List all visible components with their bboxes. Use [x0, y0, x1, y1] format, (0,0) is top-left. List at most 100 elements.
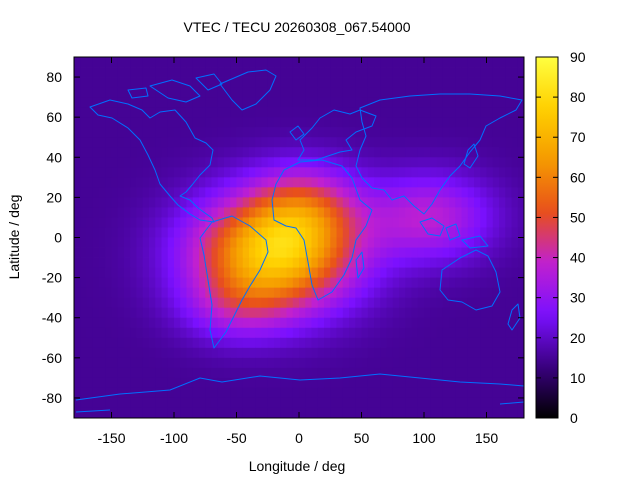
- heatmap-cell: [449, 337, 456, 349]
- heatmap-cell: [342, 57, 350, 68]
- heatmap-cell: [492, 237, 500, 248]
- heatmap-cell: [374, 407, 381, 419]
- heatmap-cell: [455, 297, 462, 309]
- heatmap-cell: [161, 287, 169, 299]
- heatmap-cell: [192, 407, 200, 419]
- heatmap-cell: [136, 217, 144, 228]
- heatmap-cell: [274, 127, 281, 138]
- heatmap-cell: [86, 377, 94, 389]
- heatmap-cell: [367, 107, 375, 118]
- heatmap-cell: [317, 87, 325, 98]
- heatmap-cell: [155, 387, 162, 399]
- heatmap-cell: [86, 217, 94, 228]
- heatmap-cell: [311, 367, 319, 379]
- heatmap-cell: [467, 237, 475, 248]
- heatmap-cell: [205, 387, 212, 399]
- heatmap-cell: [492, 337, 500, 349]
- heatmap-cell: [449, 67, 456, 78]
- heatmap-cell: [105, 327, 112, 339]
- heatmap-cell: [92, 77, 100, 88]
- heatmap-cell: [117, 377, 125, 389]
- heatmap-cell: [174, 227, 181, 238]
- heatmap-cell: [417, 77, 425, 88]
- heatmap-cell: [286, 367, 294, 379]
- heatmap-cell: [342, 87, 350, 98]
- heatmap-cell: [180, 127, 187, 138]
- heatmap-cell: [136, 357, 144, 369]
- heatmap-cell: [192, 287, 200, 299]
- heatmap-cell: [486, 187, 494, 198]
- heatmap-cell: [280, 247, 287, 258]
- heatmap-cell: [211, 207, 219, 218]
- heatmap-cell: [111, 227, 119, 238]
- heatmap-cell: [417, 337, 425, 349]
- heatmap-cell: [374, 297, 381, 309]
- heatmap-cell: [111, 147, 119, 158]
- heatmap-cell: [324, 97, 331, 108]
- heatmap-cell: [117, 87, 125, 98]
- heatmap-cell: [205, 187, 212, 198]
- heatmap-cell: [180, 137, 187, 148]
- heatmap-cell: [217, 397, 225, 409]
- heatmap-cell: [430, 57, 437, 68]
- heatmap-cell: [199, 147, 206, 158]
- heatmap-cell: [467, 147, 475, 158]
- heatmap-cell: [311, 327, 319, 339]
- heatmap-cell: [480, 247, 487, 258]
- heatmap-cell: [261, 217, 269, 228]
- heatmap-cell: [280, 107, 287, 118]
- heatmap-cell: [130, 217, 137, 228]
- heatmap-cell: [74, 247, 81, 258]
- heatmap-cell: [86, 387, 94, 399]
- heatmap-cell: [517, 327, 525, 339]
- heatmap-cell: [136, 67, 144, 78]
- heatmap-cell: [474, 257, 481, 268]
- heatmap-cell: [136, 327, 144, 339]
- heatmap-cell: [461, 147, 469, 158]
- heatmap-cell: [230, 107, 237, 118]
- heatmap-cell: [180, 367, 187, 379]
- heatmap-cell: [205, 247, 212, 258]
- heatmap-cell: [180, 197, 187, 208]
- heatmap-cell: [111, 167, 119, 178]
- heatmap-cell: [180, 257, 187, 268]
- heatmap-cell: [299, 187, 306, 198]
- heatmap-cell: [467, 177, 475, 188]
- heatmap-cell: [142, 367, 150, 379]
- heatmap-cell: [99, 247, 106, 258]
- heatmap-cell: [249, 97, 256, 108]
- heatmap-cell: [230, 67, 237, 78]
- heatmap-cell: [292, 257, 300, 268]
- heatmap-cell: [111, 327, 119, 339]
- coastline-antarctica: [75, 373, 525, 401]
- heatmap-cell: [336, 157, 344, 168]
- heatmap-cell: [505, 357, 512, 369]
- heatmap-cell: [167, 397, 175, 409]
- heatmap-cell: [261, 247, 269, 258]
- heatmap-cell: [305, 267, 312, 279]
- heatmap-cell: [467, 317, 475, 329]
- heatmap-cell: [74, 337, 81, 349]
- heatmap-cell: [274, 197, 281, 208]
- heatmap-cell: [167, 157, 175, 168]
- heatmap-cell: [330, 167, 337, 178]
- heatmap-cell: [480, 307, 487, 319]
- heatmap-cell: [74, 97, 81, 108]
- heatmap-cell: [92, 237, 100, 248]
- heatmap-cell: [249, 127, 256, 138]
- heatmap-cell: [361, 277, 369, 289]
- heatmap-cell: [486, 57, 494, 68]
- heatmap-cell: [255, 377, 262, 389]
- heatmap-cell: [336, 167, 344, 178]
- heatmap-cell: [292, 177, 300, 188]
- heatmap-cell: [361, 377, 369, 389]
- heatmap-cell: [436, 247, 444, 258]
- heatmap-cell: [130, 327, 137, 339]
- heatmap-cell: [305, 97, 312, 108]
- heatmap-cell: [361, 317, 369, 329]
- heatmap-cell: [167, 147, 175, 158]
- heatmap-cell: [136, 127, 144, 138]
- heatmap-cell: [199, 407, 206, 419]
- heatmap-cell: [405, 377, 412, 389]
- heatmap-cell: [192, 237, 200, 248]
